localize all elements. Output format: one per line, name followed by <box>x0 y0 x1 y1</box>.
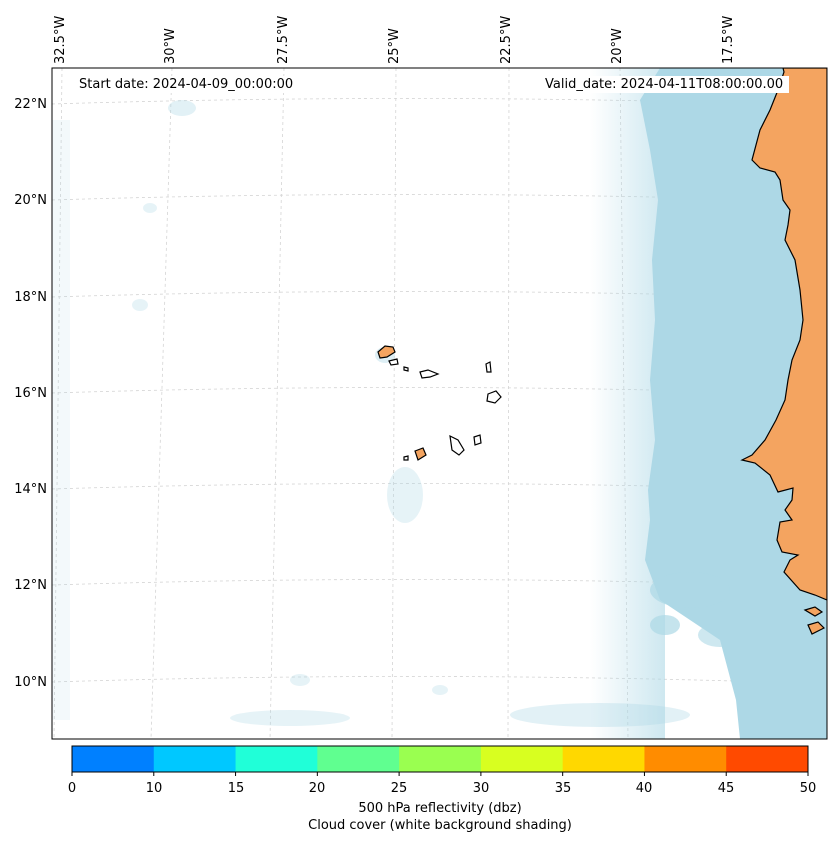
map-area <box>52 68 827 739</box>
lon-label-17-5w: 17.5°W <box>721 15 736 64</box>
cape-verde-islands <box>377 345 502 461</box>
colorbar-segment <box>562 746 645 772</box>
valid-date-label: Valid_date: 2024-04-11T08:00:00.00 <box>539 76 790 93</box>
colorbar-segment <box>153 746 237 772</box>
colorbar-segment <box>317 746 400 772</box>
colorbar-tick-label: 40 <box>635 781 653 796</box>
lat-label-12n: 12°N <box>14 578 47 593</box>
lat-label-20n: 20°N <box>14 193 47 208</box>
colorbar-tick-label: 35 <box>554 781 572 796</box>
lat-label-10n: 10°N <box>14 675 47 690</box>
colorbar <box>71 745 809 776</box>
colorbar-segment <box>235 746 318 772</box>
colorbar-segment <box>726 746 809 772</box>
colorbar-frame <box>71 745 809 773</box>
map-frame <box>51 67 828 740</box>
lat-label-18n: 18°N <box>14 290 47 305</box>
colorbar-segment <box>480 746 564 772</box>
colorbar-tick-label: 25 <box>390 781 408 796</box>
colorbar-label-reflectivity: 500 hPa reflectivity (dbz) <box>358 801 522 816</box>
lat-label-22n: 22°N <box>14 97 47 112</box>
start-date-label: Start date: 2024-04-09_00:00:00 <box>73 76 300 93</box>
lon-label-20w: 20°W <box>610 28 625 64</box>
colorbar-tick-label: 10 <box>145 781 163 796</box>
lon-label-27-5w: 27.5°W <box>276 15 291 64</box>
lat-label-16n: 16°N <box>14 386 47 401</box>
colorbar-segment <box>72 746 155 772</box>
colorbar-tick-label: 0 <box>67 781 77 796</box>
lon-label-32-5w: 32.5°W <box>53 15 68 64</box>
lon-label-30w: 30°W <box>163 28 178 64</box>
colorbar-tick-label: 15 <box>227 781 245 796</box>
colorbar-label-cloud-cover: Cloud cover (white background shading) <box>308 818 572 833</box>
colorbar-tick-label: 30 <box>472 781 490 796</box>
colorbar-segment <box>399 746 482 772</box>
lat-label-14n: 14°N <box>14 482 47 497</box>
colorbar-tick-label: 50 <box>799 781 817 796</box>
lon-label-25w: 25°W <box>387 28 402 64</box>
africa-coast <box>740 68 827 635</box>
lon-label-22-5w: 22.5°W <box>499 15 514 64</box>
colorbar-tick-label: 45 <box>717 781 735 796</box>
colorbar-tick-label: 20 <box>308 781 326 796</box>
colorbar-segment <box>644 746 727 772</box>
